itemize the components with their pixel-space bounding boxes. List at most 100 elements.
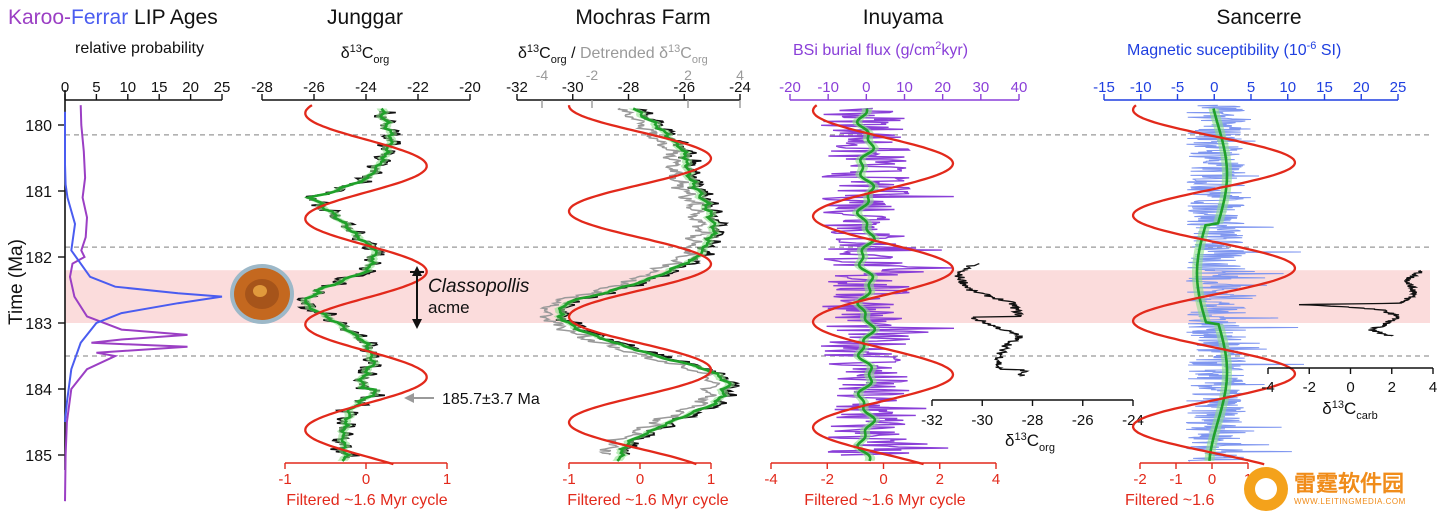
tick-label: 0 bbox=[1346, 379, 1354, 396]
tick-label: -30 bbox=[971, 412, 993, 429]
lip-subtitle: relative probability bbox=[75, 40, 204, 57]
tick-label: 5 bbox=[92, 79, 100, 96]
tick-label: 183 bbox=[25, 316, 52, 333]
mochras-top-axis: -32 -30 -28 -26 -24-4 -2 2 4 bbox=[506, 67, 751, 108]
tick-label: 0 bbox=[879, 471, 887, 488]
tick-label: 0 bbox=[362, 471, 370, 488]
junggar-bottom-axis: -1 0 1 Filtered ~1.6 Myr cycle bbox=[278, 463, 451, 509]
tick-label: 4 bbox=[1429, 379, 1437, 396]
inuyama-bottom-axis: -4 -2 0 2 4 Filtered ~1.6 Myr cycle bbox=[764, 463, 1000, 509]
sancerre-top-axis: -15 -10 -5 0 5 10 15 20 25 bbox=[1093, 79, 1406, 100]
tick-label: 181 bbox=[25, 184, 52, 201]
tick-label: -4 bbox=[764, 471, 777, 488]
junggar-title: Junggar bbox=[327, 6, 403, 29]
tick-label: -28 bbox=[251, 79, 273, 96]
tick-label: 1 bbox=[707, 471, 715, 488]
tick-label: -2 bbox=[1303, 379, 1316, 396]
tick-label: 0 bbox=[636, 471, 644, 488]
sancerre-title: Sancerre bbox=[1216, 6, 1301, 29]
tick-label: -32 bbox=[921, 412, 943, 429]
svg-text:185.7±3.7 Ma: 185.7±3.7 Ma bbox=[442, 391, 540, 408]
tick-label: -2 bbox=[1133, 471, 1146, 488]
mochras-subtitle: δ13Corg / Detrended δ13Corg bbox=[518, 43, 708, 66]
tick-label: -32 bbox=[506, 79, 528, 96]
tick-label: -1 bbox=[562, 471, 575, 488]
junggar-top-axis: -28 -26 -24 -22 -20 bbox=[251, 79, 481, 100]
tick-label: 1 bbox=[443, 471, 451, 488]
gray-tick-label: -2 bbox=[586, 67, 599, 83]
bottom-axis-label: Filtered ~1.6 Myr cycle bbox=[567, 492, 728, 509]
tick-label: 0 bbox=[862, 79, 870, 96]
acme-label: acme bbox=[428, 298, 470, 317]
bottom-axis-label: Filtered ~1.6 bbox=[1125, 492, 1214, 509]
tick-label: -10 bbox=[1130, 79, 1152, 96]
tick-label: -15 bbox=[1093, 79, 1115, 96]
watermark: 雷霆软件园 WWW.LEITINGMEDIA.COM bbox=[1244, 464, 1434, 514]
tick-label: 30 bbox=[972, 79, 989, 96]
tick-label: -26 bbox=[303, 79, 325, 96]
tick-label: 10 bbox=[896, 79, 913, 96]
gray-tick-label: -4 bbox=[536, 67, 549, 83]
tick-label: 15 bbox=[151, 79, 168, 96]
tick-label: -2 bbox=[821, 471, 834, 488]
pollen-image bbox=[230, 264, 294, 324]
classopollis-label: Classopollis bbox=[428, 276, 530, 297]
tick-label: 25 bbox=[214, 79, 231, 96]
lip-title: Karoo-Ferrar LIP Ages bbox=[8, 6, 218, 29]
tick-label: -28 bbox=[618, 79, 640, 96]
tick-label: -20 bbox=[779, 79, 801, 96]
tick-label: -1 bbox=[1169, 471, 1182, 488]
figure: Karoo-Ferrar LIP Ages relative probabili… bbox=[0, 0, 1440, 518]
tick-label: 0 bbox=[1208, 471, 1216, 488]
tick-label: 0 bbox=[1210, 79, 1218, 96]
inuyama-title: Inuyama bbox=[863, 6, 944, 29]
tick-label: -30 bbox=[562, 79, 584, 96]
tick-label: 185 bbox=[25, 448, 52, 465]
bottom-axis-label: Filtered ~1.6 Myr cycle bbox=[286, 492, 447, 509]
mochras-bottom-axis: -1 0 1 Filtered ~1.6 Myr cycle bbox=[562, 463, 728, 509]
tick-label: 20 bbox=[934, 79, 951, 96]
tick-label: 40 bbox=[1011, 79, 1028, 96]
tick-label: 15 bbox=[1316, 79, 1333, 96]
tick-label: 2 bbox=[936, 471, 944, 488]
tick-label: 180 bbox=[25, 118, 52, 135]
tick-label: 10 bbox=[119, 79, 136, 96]
watermark-logo-icon bbox=[1244, 467, 1288, 511]
tick-label: 182 bbox=[25, 250, 52, 267]
sancerre-bottom-axis: -2-101Filtered ~1.6 bbox=[1125, 463, 1252, 509]
blue-series-line bbox=[65, 112, 222, 422]
tick-label: 4 bbox=[992, 471, 1000, 488]
tick-label: -24 bbox=[355, 79, 377, 96]
inuyama-subtitle: BSi burial flux (g/cm2kyr) bbox=[793, 40, 968, 59]
tick-label: -5 bbox=[1171, 79, 1184, 96]
gray-tick-label: 2 bbox=[684, 67, 692, 83]
tick-label: 184 bbox=[25, 382, 52, 399]
watermark-text: 雷霆软件园 bbox=[1294, 473, 1406, 497]
tick-label: -28 bbox=[1022, 412, 1044, 429]
lip-axis: 0 5 10 15 20 25 bbox=[61, 79, 231, 100]
time-axis: 180 181 182 183 184 185 bbox=[25, 90, 65, 470]
tick-label: 25 bbox=[1390, 79, 1407, 96]
inuyama-inset-label: δ13Corg bbox=[1005, 431, 1055, 454]
sancerre-subtitle: Magnetic suceptibility (10-6 SI) bbox=[1127, 40, 1341, 59]
tick-label: -1 bbox=[278, 471, 291, 488]
tick-label: -26 bbox=[1072, 412, 1094, 429]
tick-label: 20 bbox=[182, 79, 199, 96]
gray-tick-label: 4 bbox=[736, 67, 744, 83]
sancerre-inset-label: δ13Ccarb bbox=[1322, 399, 1377, 422]
tick-label: -22 bbox=[407, 79, 429, 96]
junggar-subtitle: δ13Corg bbox=[341, 43, 390, 66]
inuyama-top-axis: -20 -10 0 10 20 30 40 bbox=[779, 79, 1027, 100]
tick-label: -20 bbox=[459, 79, 481, 96]
tick-label: 10 bbox=[1279, 79, 1296, 96]
mochras-title: Mochras Farm bbox=[575, 6, 710, 29]
tick-label: 2 bbox=[1388, 379, 1396, 396]
tick-label: 5 bbox=[1247, 79, 1255, 96]
watermark-url: WWW.LEITINGMEDIA.COM bbox=[1294, 497, 1406, 506]
time-axis-label: Time (Ma) bbox=[6, 239, 27, 325]
tick-label: -4 bbox=[1261, 379, 1274, 396]
junggar-annotation: 185.7±3.7 Ma bbox=[404, 391, 540, 408]
tick-label: -10 bbox=[817, 79, 839, 96]
tick-label: 20 bbox=[1353, 79, 1370, 96]
bottom-axis-label: Filtered ~1.6 Myr cycle bbox=[804, 492, 965, 509]
